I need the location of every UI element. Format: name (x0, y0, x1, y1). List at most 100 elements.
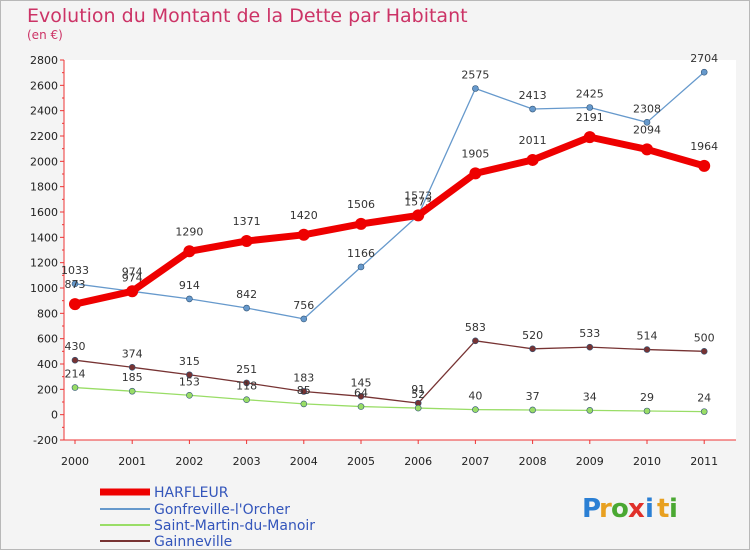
data-label: 1964 (690, 140, 718, 153)
x-tick-label: 2002 (175, 455, 203, 468)
data-label: 1573 (404, 195, 432, 208)
series-line (74, 386, 705, 413)
legend-label: HARFLEUR (154, 485, 229, 501)
data-label: 118 (236, 380, 257, 393)
data-label: 2191 (576, 111, 604, 124)
data-point (472, 406, 479, 413)
y-tick-label: 2000 (30, 155, 58, 168)
y-tick-label: 800 (37, 307, 58, 320)
data-point (643, 119, 651, 126)
data-point (243, 304, 250, 312)
data-label: 842 (236, 288, 257, 301)
brand-letter: P (582, 494, 601, 524)
data-point (357, 403, 365, 410)
data-point (700, 68, 708, 76)
chart-title: Evolution du Montant de la Dette par Hab… (27, 5, 468, 27)
data-point (414, 404, 422, 412)
x-tick-label: 2004 (290, 455, 318, 468)
x-tick-label: 2008 (519, 455, 547, 468)
x-tick-label: 2011 (690, 455, 718, 468)
y-tick-label: 0 (51, 409, 58, 422)
data-point (698, 159, 711, 172)
y-tick-label: 2200 (30, 130, 58, 143)
data-point (643, 346, 651, 353)
y-tick-label: 2400 (30, 105, 58, 118)
data-label: 1420 (290, 209, 318, 222)
series-layer: 430 374 315 251 183 145 91 583 520 533 514 500 214 18… (61, 52, 718, 415)
data-label: 37 (526, 390, 540, 403)
data-label: 430 (65, 340, 86, 353)
y-tick-label: 2600 (30, 79, 58, 92)
data-point (641, 143, 653, 156)
data-point (300, 388, 308, 395)
data-point (586, 407, 594, 414)
data-point (643, 407, 651, 415)
x-tick-label: 2000 (61, 455, 89, 468)
data-label: 974 (122, 271, 143, 284)
data-point (297, 228, 310, 241)
x-tick-label: 2005 (347, 455, 375, 468)
data-label: 185 (122, 371, 143, 384)
data-point (183, 245, 196, 258)
y-tick-label: 1200 (30, 257, 58, 270)
series-line (74, 71, 705, 320)
data-point (71, 280, 79, 288)
data-label: 974 (122, 265, 143, 278)
data-point (472, 85, 479, 92)
data-point (71, 356, 79, 364)
data-point (583, 131, 596, 144)
x-tick-label: 2007 (461, 455, 489, 468)
data-point (526, 153, 539, 166)
series-line (74, 133, 706, 308)
data-label: 40 (468, 390, 482, 403)
data-label: 1905 (461, 147, 489, 160)
data-point (469, 167, 482, 180)
data-label: 1033 (61, 264, 89, 277)
data-point (700, 408, 708, 415)
data-label: 34 (583, 390, 597, 403)
series-gainneville: 430 374 315 251 183 145 91 583 520 533 514 500 (65, 321, 715, 407)
data-point (586, 104, 594, 111)
data-label: 64 (354, 387, 368, 400)
data-label: 583 (465, 321, 486, 334)
data-label: 514 (637, 330, 658, 343)
data-label: 1506 (347, 198, 375, 211)
y-tick-label: -200 (33, 434, 58, 447)
legend-label: Gonfreville-l'Orcher (154, 502, 290, 518)
brand-letter: x (628, 494, 645, 524)
data-point (472, 337, 479, 345)
data-label: 251 (236, 363, 257, 376)
plot-area (64, 60, 736, 440)
y-tick-label: 1600 (30, 206, 58, 219)
data-point (357, 263, 365, 271)
data-point (412, 209, 425, 222)
data-point (186, 391, 193, 399)
data-point (300, 400, 308, 408)
data-label: 2308 (633, 102, 661, 115)
data-label: 1290 (175, 225, 203, 238)
data-label: 374 (122, 347, 143, 360)
data-point (71, 384, 79, 391)
x-tick-label: 2003 (233, 455, 261, 468)
data-label: 2094 (633, 123, 661, 136)
x-tick-label: 2009 (576, 455, 604, 468)
data-label: 1573 (404, 189, 432, 202)
data-label: 2425 (576, 88, 604, 101)
data-point (700, 348, 708, 355)
data-label: 29 (640, 391, 654, 404)
data-point (529, 345, 536, 353)
data-label: 873 (65, 278, 86, 291)
data-point (186, 371, 193, 379)
y-tick-label: 1400 (30, 231, 58, 244)
data-label: 520 (522, 329, 543, 342)
x-tick-label: 2006 (404, 455, 432, 468)
data-label: 145 (351, 376, 372, 389)
legend-label: Gainneville (154, 534, 232, 550)
data-point (355, 217, 367, 230)
axes: -200 0 200 400 600 800 1000 1200 1400 1600 1800 200… (30, 54, 736, 468)
data-label: 756 (293, 299, 314, 312)
brand-letter: t (657, 494, 669, 524)
y-tick-label: 200 (37, 383, 58, 396)
data-point (529, 406, 536, 414)
y-tick-label: 2800 (30, 54, 58, 67)
